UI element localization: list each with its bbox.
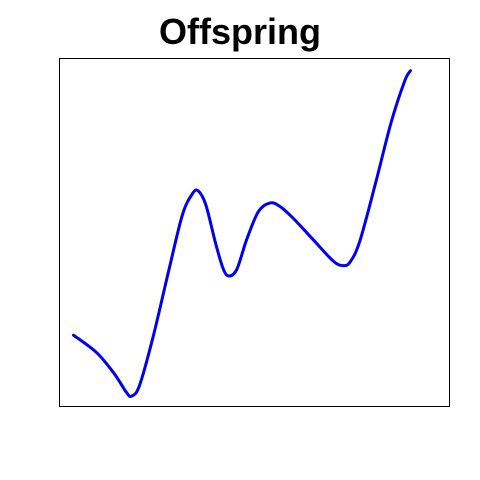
chart-title: Offspring bbox=[159, 11, 321, 52]
plot-frame bbox=[59, 58, 450, 407]
series-line-0 bbox=[72, 69, 412, 399]
